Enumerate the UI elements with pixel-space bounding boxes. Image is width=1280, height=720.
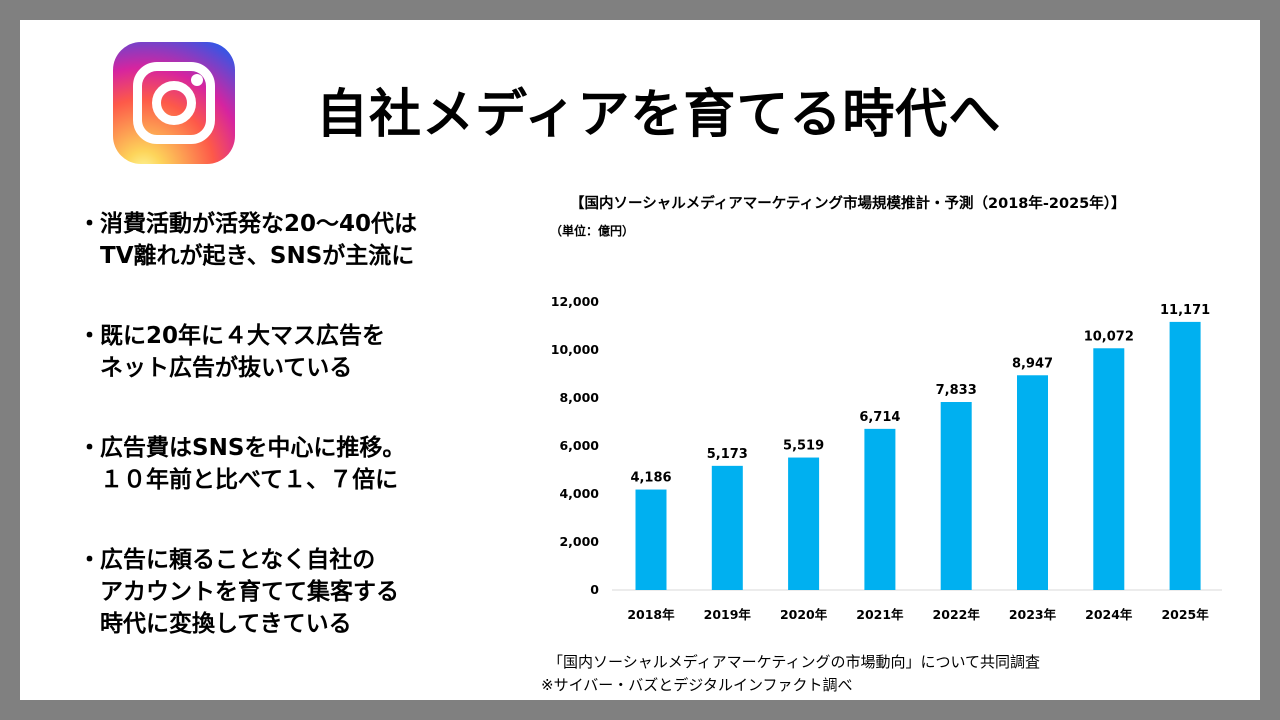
x-tick-label: 2022年	[933, 607, 981, 622]
bullet-item: ・ 既に20年に４大マス広告を ネット広告が抜いている	[78, 320, 498, 384]
x-tick-label: 2020年	[780, 607, 828, 622]
bar-value-label: 6,714	[859, 410, 900, 425]
instagram-logo-icon	[113, 42, 235, 164]
bullet-line: １０年前と比べて１、７倍に	[100, 467, 399, 493]
bullet-marker: ・	[78, 435, 101, 461]
bar-value-label: 7,833	[936, 383, 977, 398]
bar	[711, 465, 743, 590]
x-tick-label: 2018年	[627, 607, 675, 622]
y-tick-label: 2,000	[559, 534, 599, 549]
bullet-line: 広告費はSNSを中心に推移。	[100, 435, 406, 461]
y-tick-label: 6,000	[559, 438, 599, 453]
bar-value-label: 5,173	[707, 447, 748, 462]
bar-value-label: 10,072	[1084, 329, 1134, 344]
bullet-marker: ・	[78, 547, 101, 573]
x-tick-label: 2019年	[704, 607, 752, 622]
x-tick-label: 2024年	[1085, 607, 1133, 622]
chart-title: 【国内ソーシャルメディアマーケティング市場規模推計・予測（2018年-2025年…	[570, 196, 1126, 212]
x-tick-label: 2021年	[856, 607, 904, 622]
bullet-line: アカウントを育てて集客する	[100, 579, 399, 605]
bullet-line: ネット広告が抜いている	[100, 355, 353, 381]
x-tick-label: 2023年	[1009, 607, 1057, 622]
bar	[864, 428, 896, 590]
bar-value-label: 8,947	[1012, 356, 1053, 371]
bullet-marker: ・	[78, 323, 101, 349]
y-tick-label: 0	[590, 582, 599, 597]
bar	[1017, 375, 1048, 590]
bullet-item: ・ 消費活動が活発な20～40代は TV離れが起き、SNSが主流に	[78, 208, 498, 272]
bar	[788, 457, 820, 590]
bar	[635, 489, 667, 590]
bullet-marker: ・	[78, 211, 101, 237]
bullet-line: 広告に頼ることなく自社の	[100, 547, 376, 573]
bar-value-label: 4,186	[630, 471, 671, 486]
bar-value-label: 11,171	[1160, 303, 1210, 318]
y-tick-label: 10,000	[551, 342, 600, 357]
bullet-line: 消費活動が活発な20～40代は	[100, 211, 418, 237]
source-note-line2: ※サイバー・バズとデジタルインファクト調べ	[541, 676, 853, 694]
bar	[1169, 321, 1201, 590]
bar-value-label: 5,519	[783, 439, 824, 454]
bar	[940, 402, 972, 590]
slide-title: 自社メディアを育てる時代へ	[316, 85, 1002, 145]
y-tick-label: 4,000	[559, 486, 599, 501]
y-tick-label: 8,000	[559, 390, 599, 405]
y-tick-label: 12,000	[551, 294, 600, 309]
chart-unit-label: （単位：億円）	[550, 224, 635, 238]
bullet-item: ・ 広告に頼ることなく自社の アカウントを育てて集客する 時代に変換してきている	[78, 544, 498, 640]
source-note-line1: 「国内ソーシャルメディアマーケティングの市場動向」について共同調査	[548, 653, 1041, 671]
bullet-item: ・ 広告費はSNSを中心に推移。 １０年前と比べて１、７倍に	[78, 432, 498, 496]
bar	[1093, 348, 1125, 590]
bullet-line: TV離れが起き、SNSが主流に	[100, 243, 415, 269]
x-tick-label: 2025年	[1161, 607, 1209, 622]
bullet-line: 既に20年に４大マス広告を	[100, 323, 386, 349]
bullet-line: 時代に変換してきている	[100, 611, 352, 637]
